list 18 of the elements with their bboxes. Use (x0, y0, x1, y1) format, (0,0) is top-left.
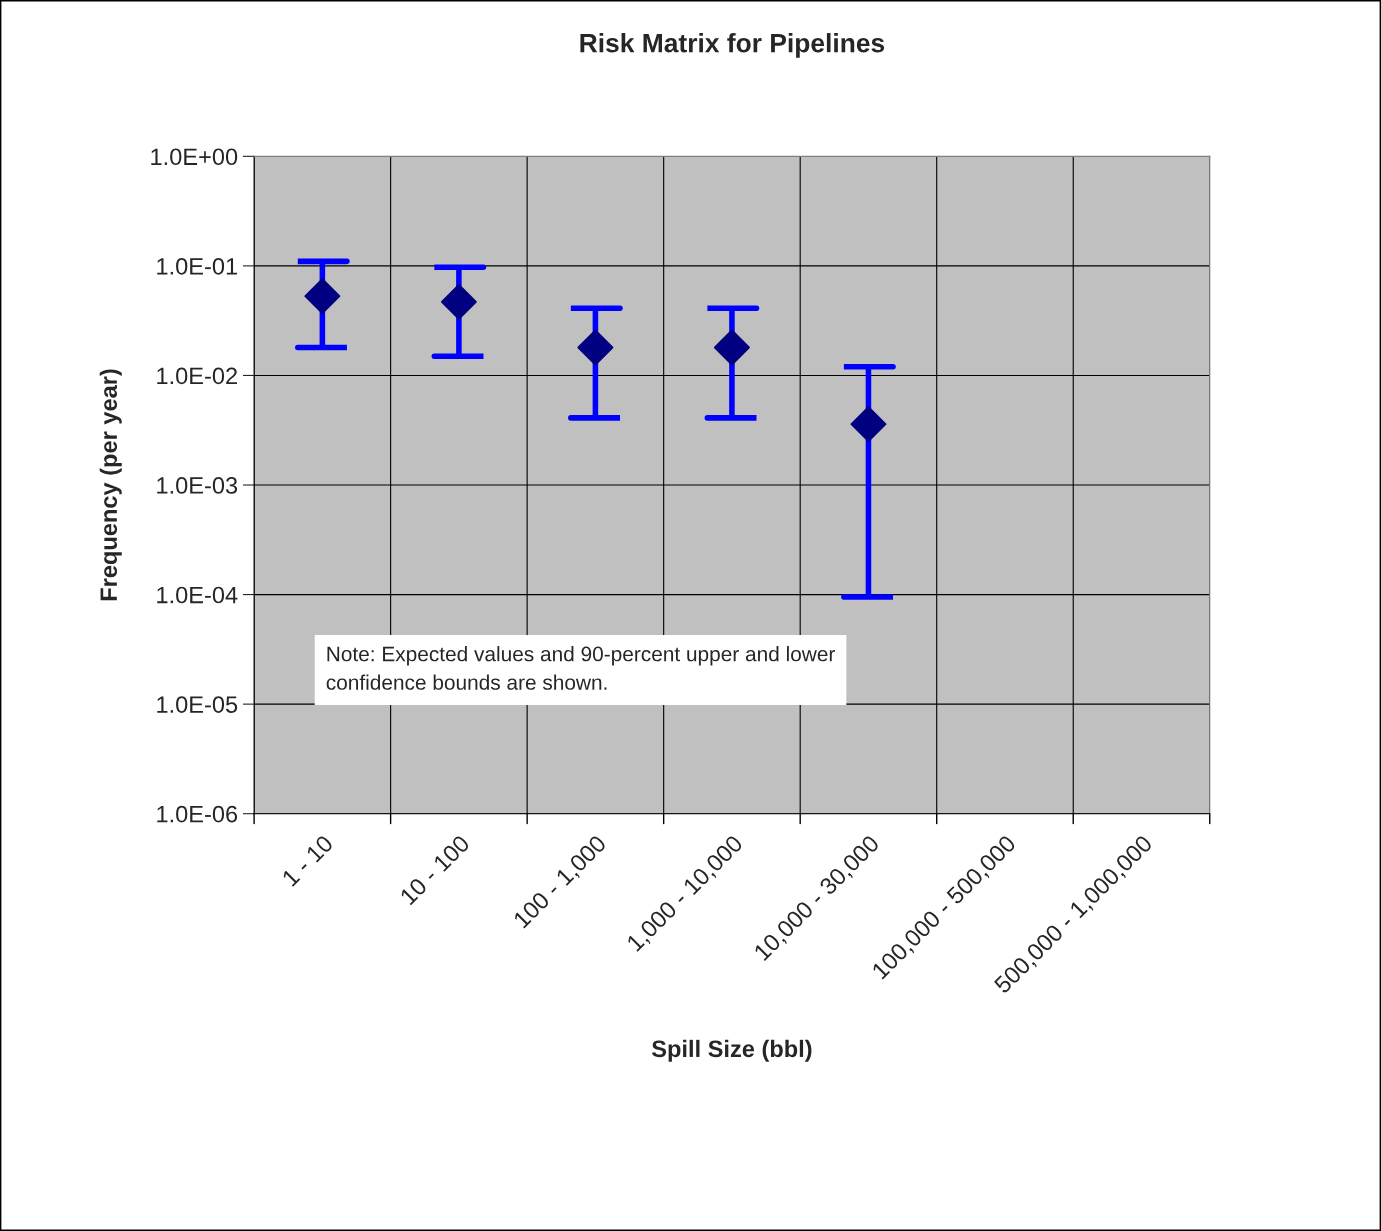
point (304, 278, 341, 315)
y-axis-title: Frequency (per year) (99, 369, 122, 601)
point (440, 283, 477, 320)
x-axis-title: Spill Size (bbl) (651, 1039, 812, 1062)
y-tick-label: 1.0E-05 (157, 696, 238, 713)
point (577, 329, 614, 366)
y-tick-label: 1.0E-02 (157, 367, 237, 385)
x-tick-label: 10 - 100 (399, 834, 471, 906)
point (713, 329, 750, 366)
y-tick-label: 1.0E-04 (157, 586, 238, 604)
y-tick-label: 1.0E-01 (157, 257, 237, 275)
x-tick-label: 1 - 10 (281, 834, 334, 887)
y-tick-label: 1.0E-03 (157, 477, 238, 494)
point (850, 406, 887, 443)
chart-title: Risk Matrix for Pipelines (580, 33, 885, 58)
y-tick-label: 1.0E+00 (151, 148, 238, 166)
annotation: Note: Expected values and 90-percent upper and lower confidence bounds are shown. (326, 646, 836, 690)
y-tick-label: 1.0E-06 (157, 805, 238, 823)
